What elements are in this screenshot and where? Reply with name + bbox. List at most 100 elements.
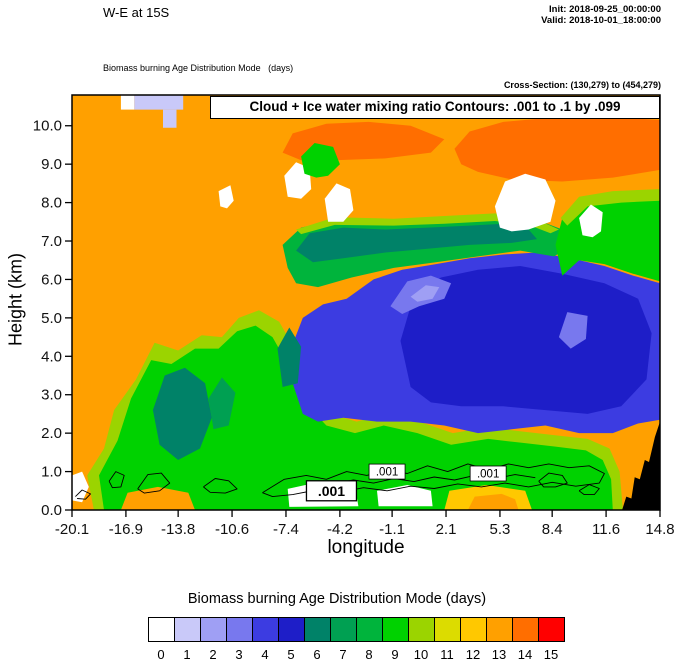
contour-label: .001 bbox=[477, 468, 499, 480]
colorbar-cell-2 bbox=[200, 617, 227, 642]
x-tick-label: 5.3 bbox=[490, 521, 511, 538]
region-dark-orange-top-right bbox=[454, 116, 660, 182]
colorbar-tick-label: 0 bbox=[157, 647, 165, 662]
colorbar-cell-9 bbox=[382, 617, 409, 642]
region-bottom-orange-wedge-left bbox=[120, 486, 195, 510]
x-tick-label: -1.1 bbox=[379, 521, 405, 538]
init-valid-block: Init: 2018-09-25_00:00:00 Valid: 2018-10… bbox=[541, 4, 661, 26]
colorbar-cell-8 bbox=[356, 617, 383, 642]
colorbar-cell-13 bbox=[486, 617, 513, 642]
colorbar-cell-14 bbox=[512, 617, 539, 642]
colorbar-cell-12 bbox=[460, 617, 487, 642]
y-tick-label: 1.0 bbox=[41, 464, 62, 481]
colorbar-tick-label: 7 bbox=[339, 647, 347, 662]
colorbar-cell-0 bbox=[148, 617, 175, 642]
x-tick-label: 11.6 bbox=[592, 521, 620, 538]
colorbar bbox=[148, 617, 565, 642]
contour-line bbox=[137, 472, 171, 494]
x-tick-label: 8.4 bbox=[542, 521, 563, 538]
colorbar-tick-label: 6 bbox=[313, 647, 321, 662]
colorbar-tick-label: 15 bbox=[543, 647, 559, 662]
plot-border bbox=[71, 94, 661, 511]
colorbar-cell-15 bbox=[538, 617, 565, 642]
colorbar-tick-label: 2 bbox=[209, 647, 217, 662]
region-upper-band-teal bbox=[296, 223, 537, 263]
region-terrain-black bbox=[622, 421, 660, 510]
y-tick-label: 4.0 bbox=[41, 348, 62, 365]
page-title: W-E at 15S bbox=[103, 5, 170, 20]
region-green-blob-top bbox=[301, 143, 340, 178]
region-seagreen-blob-left bbox=[208, 377, 236, 430]
y-tick-label: 3.0 bbox=[41, 387, 62, 404]
colorbar-cell-11 bbox=[434, 617, 461, 642]
region-white-patch-c bbox=[494, 173, 556, 232]
contour-line bbox=[538, 472, 568, 488]
contour-label-box bbox=[469, 465, 507, 482]
colorbar-cell-4 bbox=[252, 617, 279, 642]
x-tick-label: -20.1 bbox=[55, 521, 89, 538]
colorbar-cell-10 bbox=[408, 617, 435, 642]
y-tick-label: 2.0 bbox=[41, 425, 62, 442]
colorbar-labels: 0 1 2 3 4 5 6 7 8 9 10 11 12 13 14 15 bbox=[148, 647, 564, 662]
contour-label: .001 bbox=[376, 467, 398, 479]
region-upper-band-yg-fringe bbox=[296, 213, 559, 235]
region-top-white-patch bbox=[120, 95, 135, 110]
colorbar-tick-label: 11 bbox=[440, 647, 454, 662]
contour-line bbox=[203, 478, 238, 494]
colorbar-cell-1 bbox=[174, 617, 201, 642]
y-tick-label: 0.0 bbox=[41, 502, 62, 519]
x-tick-label: -4.2 bbox=[327, 521, 353, 538]
meta-line-mode: Biomass burning Age Distribution Mode (d… bbox=[103, 63, 294, 73]
x-tick-label: 2.1 bbox=[436, 521, 457, 538]
y-tick-label: 10.0 bbox=[33, 118, 62, 135]
x-tick-label: -10.6 bbox=[215, 521, 249, 538]
contour-line bbox=[578, 484, 600, 496]
colorbar-cell-3 bbox=[226, 617, 253, 642]
y-axis-title: Height (km) bbox=[5, 253, 26, 347]
y-tick-label: 8.0 bbox=[41, 195, 62, 212]
region-dark-blue-core bbox=[400, 266, 652, 414]
colorbar-tick-label: 9 bbox=[391, 647, 399, 662]
region-white-patch-d bbox=[579, 204, 603, 238]
colorbar-cell-6 bbox=[304, 617, 331, 642]
region-lower-band-green bbox=[99, 325, 613, 510]
region-white-patch-e bbox=[218, 185, 234, 209]
colorbar-tick-label: 3 bbox=[235, 647, 243, 662]
region-white-patch-bottom-left bbox=[72, 471, 89, 503]
region-teal-edge-blue-left bbox=[277, 327, 302, 387]
colorbar-tick-label: 13 bbox=[491, 647, 507, 662]
contour-fill-layer bbox=[72, 95, 660, 510]
region-top-lavender-patch bbox=[134, 95, 184, 110]
cross-section-label: Cross-Section: (130,279) to (454,279) bbox=[503, 80, 661, 90]
contour-line bbox=[75, 489, 91, 500]
colorbar-cell-7 bbox=[330, 617, 357, 642]
y-tick-label: 9.0 bbox=[41, 156, 62, 173]
colorbar-cell-5 bbox=[278, 617, 305, 642]
region-bottom-orange-wedge-mid bbox=[467, 493, 519, 510]
colorbar-tick-label: 12 bbox=[465, 647, 481, 662]
contour-label-box bbox=[305, 480, 358, 502]
region-teal-blob-left bbox=[152, 367, 212, 460]
colorbar-tick-label: 4 bbox=[261, 647, 269, 662]
colorbar-tick-label: 1 bbox=[183, 647, 191, 662]
contour-info-box: Cloud + Ice water mixing ratio Contours:… bbox=[210, 96, 660, 119]
colorbar-tick-label: 5 bbox=[287, 647, 295, 662]
contour-label-box bbox=[368, 463, 406, 480]
colorbar-title: Biomass burning Age Distribution Mode (d… bbox=[187, 591, 487, 607]
cross-section-plot: .001 .001 .001 -20.1 -16.9 -13.8 -10.6 -7.4 -4.2… bbox=[33, 94, 674, 538]
init-timestamp: Init: 2018-09-25_00:00:00 bbox=[549, 4, 661, 15]
y-tick-label: 5.0 bbox=[41, 310, 62, 327]
region-top-lavender-small bbox=[163, 109, 177, 128]
contour-line bbox=[108, 471, 125, 489]
contour-label: .001 bbox=[318, 483, 345, 499]
colorbar-tick-label: 8 bbox=[365, 647, 373, 662]
region-right-yellow-green-fringe bbox=[560, 189, 660, 226]
x-axis-title: longitude bbox=[327, 537, 405, 558]
contour-label-layer: .001 .001 .001 bbox=[305, 463, 507, 502]
y-tick-label: 6.0 bbox=[41, 271, 62, 288]
x-tick-label: 14.8 bbox=[645, 521, 674, 538]
region-light-blue-blob-right bbox=[558, 312, 588, 349]
valid-timestamp: Valid: 2018-10-01_18:00:00 bbox=[541, 15, 661, 26]
x-tick-label: -13.8 bbox=[161, 521, 195, 538]
